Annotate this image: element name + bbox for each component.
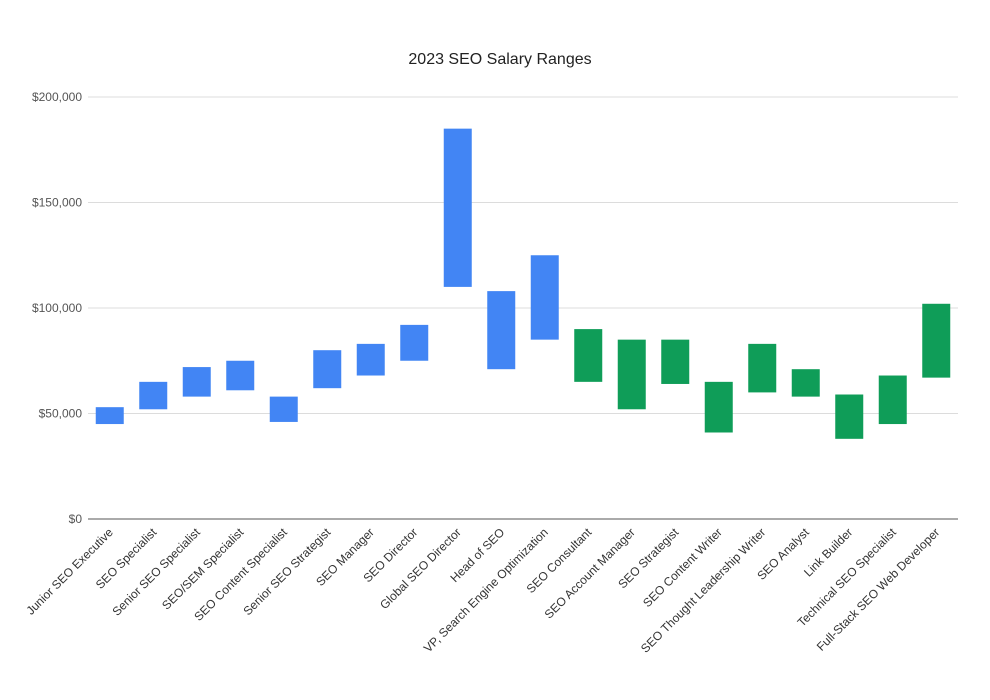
y-axis-ticks: $0 $50,000 $100,000 $150,000 $200,000 [32, 90, 82, 526]
salary-range-bar [182, 367, 211, 397]
salary-range-bar [226, 360, 255, 391]
salary-range-bar [922, 303, 951, 378]
salary-range-bar [617, 339, 646, 410]
x-category-label: SEO Content Writer [640, 525, 725, 610]
y-tick-label: $0 [69, 512, 83, 526]
salary-range-bar [443, 128, 472, 287]
salary-range-bar [487, 291, 516, 370]
salary-range-bar [269, 396, 298, 422]
y-tick-label: $100,000 [32, 301, 82, 315]
bars [95, 128, 951, 439]
salary-range-bar [661, 339, 690, 384]
salary-range-bar [878, 375, 907, 425]
y-tick-label: $150,000 [32, 196, 82, 210]
chart-title: 2023 SEO Salary Ranges [408, 51, 591, 68]
salary-range-bar [400, 324, 429, 361]
y-tick-label: $50,000 [39, 407, 83, 421]
x-category-label: Global SEO Director [377, 525, 464, 612]
salary-range-bar [835, 394, 864, 439]
salary-range-bar [748, 343, 777, 393]
salary-range-bar [313, 350, 342, 389]
y-tick-label: $200,000 [32, 90, 82, 104]
salary-range-bar [704, 381, 733, 433]
salary-range-bar [574, 329, 603, 382]
x-category-label: SEO/SEM Specialist [159, 525, 247, 613]
salary-range-bar [356, 343, 385, 376]
salary-range-bar [530, 255, 559, 340]
salary-range-bar [791, 369, 820, 397]
salary-range-bar [95, 407, 124, 425]
gridlines [88, 96, 958, 414]
salary-range-bar [139, 381, 168, 410]
